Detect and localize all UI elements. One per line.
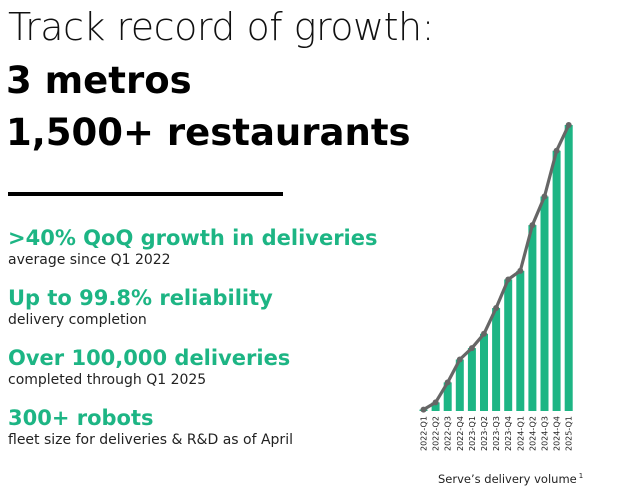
bar-2024-Q4 xyxy=(552,150,561,412)
trend-point-2025-Q1 xyxy=(565,122,572,128)
tick-label-2025-Q1: 2025-Q1 xyxy=(565,416,574,451)
chart-caption: Serve’s delivery volume 1 xyxy=(438,472,583,486)
tick-label-2022-Q2: 2022-Q2 xyxy=(432,416,441,451)
stat-subtext: fleet size for deliveries & R&D as of Ap… xyxy=(8,432,293,448)
chart-canvas: 2022-Q1 2022-Q2 2022-Q3 2022-Q4 2023-Q1 2023-… xyxy=(419,122,574,451)
tick-label-2023-Q3: 2023-Q3 xyxy=(492,416,501,451)
delivery-volume-chart: 2022-Q1 2022-Q2 2022-Q3 2022-Q4 2023-Q1 2023-… xyxy=(405,95,619,492)
bar-2023-Q2 xyxy=(480,333,488,411)
divider-rule xyxy=(8,192,283,196)
tick-label-2023-Q2: 2023-Q2 xyxy=(480,416,489,451)
chart-caption-text: Serve’s delivery volume xyxy=(438,472,577,486)
stat-reliability: Up to 99.8% reliability delivery complet… xyxy=(8,285,408,329)
trend-point-2023-Q4 xyxy=(505,276,512,283)
bar-2022-Q2 xyxy=(431,402,440,411)
chart-caption-footnote: 1 xyxy=(578,472,584,481)
bar-2024-Q2 xyxy=(528,225,537,411)
headline-line-1: Track record of growth: xyxy=(8,5,434,49)
trend-point-2022-Q1 xyxy=(420,406,427,413)
trend-point-2023-Q1 xyxy=(468,345,475,352)
trend-point-2024-Q1 xyxy=(517,267,524,274)
trend-point-2022-Q2 xyxy=(432,399,439,406)
bar-2023-Q3 xyxy=(492,308,501,411)
tick-label-2024-Q1: 2024-Q1 xyxy=(516,416,525,451)
bar-2023-Q1 xyxy=(467,348,476,411)
trend-point-2023-Q3 xyxy=(493,305,500,312)
headline-metros: 3 metros xyxy=(6,59,192,102)
tick-label-2022-Q4: 2022-Q4 xyxy=(456,416,465,451)
stat-subtext: completed through Q1 2025 xyxy=(8,372,207,388)
stat-subtext: average since Q1 2022 xyxy=(8,252,171,268)
tick-label-2024-Q4: 2024-Q4 xyxy=(553,416,562,451)
tick-label-2022-Q3: 2022-Q3 xyxy=(444,416,453,451)
tick-label-2022-Q1: 2022-Q1 xyxy=(420,416,429,451)
trend-point-2024-Q2 xyxy=(529,222,536,229)
headline-restaurants: 1,500+ restaurants xyxy=(6,111,411,154)
trend-point-2024-Q4 xyxy=(553,147,560,154)
stat-total-deliveries: Over 100,000 deliveries completed throug… xyxy=(8,345,408,389)
tick-label-2023-Q1: 2023-Q1 xyxy=(468,416,477,451)
stat-robots: 300+ robots fleet size for deliveries & … xyxy=(8,405,408,449)
stat-headline: 300+ robots xyxy=(8,406,154,430)
stat-headline: Over 100,000 deliveries xyxy=(8,346,291,370)
bar-2022-Q4 xyxy=(455,359,464,411)
tick-label-2023-Q4: 2023-Q4 xyxy=(504,416,513,451)
bar-2024-Q1 xyxy=(516,270,525,411)
tick-label-2024-Q3: 2024-Q3 xyxy=(541,416,550,451)
stat-subtext: delivery completion xyxy=(8,312,147,328)
bar-2025-Q1 xyxy=(564,125,573,411)
bar-2022-Q3 xyxy=(443,382,452,411)
trend-point-2022-Q4 xyxy=(456,356,463,363)
bar-2023-Q4 xyxy=(504,279,513,411)
tick-label-2024-Q2: 2024-Q2 xyxy=(528,416,537,451)
trend-point-2023-Q2 xyxy=(481,330,487,337)
trend-point-2024-Q3 xyxy=(541,193,548,200)
stat-deliveries-growth: >40% QoQ growth in deliveries average si… xyxy=(8,225,408,269)
bar-2024-Q3 xyxy=(540,196,549,411)
stat-headline: Up to 99.8% reliability xyxy=(8,286,273,310)
stat-headline: >40% QoQ growth in deliveries xyxy=(8,226,378,250)
trend-point-2022-Q3 xyxy=(444,379,451,386)
